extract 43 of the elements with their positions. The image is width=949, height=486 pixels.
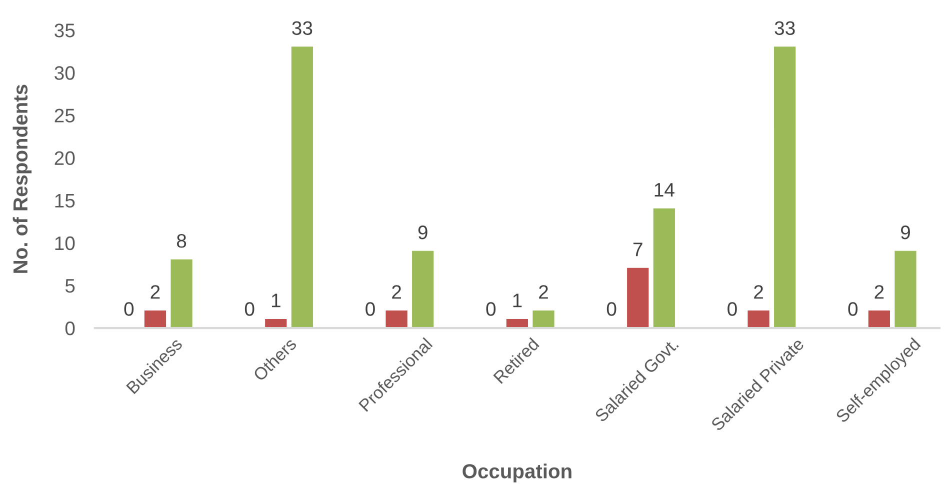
y-tick-label: 20 — [54, 151, 75, 166]
bar — [412, 250, 434, 328]
bar — [291, 46, 313, 328]
bar — [774, 46, 796, 328]
bar — [386, 310, 408, 328]
bar — [627, 268, 649, 328]
y-tick-label: 25 — [54, 108, 75, 122]
data-label: 9 — [418, 225, 428, 240]
data-label: 0 — [486, 302, 496, 316]
x-axis-title: Occupation — [462, 464, 572, 482]
data-label: 2 — [539, 285, 548, 299]
data-label: 0 — [728, 302, 737, 316]
data-label: 1 — [513, 294, 522, 308]
data-label: 2 — [392, 285, 401, 299]
data-label: 9 — [900, 225, 910, 240]
data-label: 33 — [292, 21, 312, 35]
bar — [894, 250, 916, 328]
y-axis-title: No. of Respondents — [12, 84, 32, 273]
data-label: 0 — [124, 302, 134, 316]
y-tick-label: 30 — [54, 66, 75, 80]
data-label: 0 — [244, 302, 254, 316]
y-tick-label: 15 — [55, 194, 75, 208]
data-label: 2 — [754, 285, 763, 299]
y-tick-label: 35 — [54, 24, 75, 38]
data-label: 14 — [654, 183, 674, 197]
data-label: 8 — [176, 234, 186, 248]
y-tick-label: 0 — [65, 322, 75, 336]
y-tick-label: 10 — [55, 236, 75, 250]
bar — [748, 310, 770, 328]
bar — [170, 259, 192, 328]
data-label: 0 — [366, 302, 375, 316]
bar — [653, 208, 675, 328]
bar — [532, 310, 554, 328]
data-label: 0 — [606, 302, 616, 316]
bar — [144, 310, 166, 328]
bar — [868, 310, 890, 328]
data-label: 2 — [150, 285, 160, 299]
data-label: 2 — [874, 285, 884, 299]
y-tick-label: 5 — [65, 279, 75, 293]
data-label: 33 — [774, 21, 795, 35]
data-label: 1 — [272, 294, 280, 308]
data-label: 7 — [633, 242, 642, 256]
data-label: 0 — [848, 302, 858, 316]
